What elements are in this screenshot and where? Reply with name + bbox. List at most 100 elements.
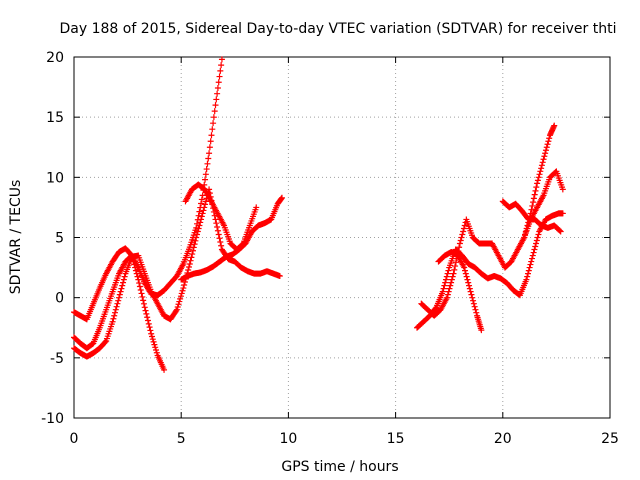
data-point [199,210,206,217]
data-point [191,241,198,248]
data-point [197,219,204,226]
data-point [524,222,531,229]
y-tick-label: 20 [46,50,64,66]
series-track-8 [435,248,485,334]
data-point [559,186,566,193]
data-point [140,297,147,304]
data-point [466,285,473,292]
data-point [456,240,463,247]
data-point [198,216,205,223]
x-axis-label: GPS time / hours [281,459,398,475]
data-point [138,290,145,297]
data-point [217,239,224,246]
data-point [442,279,449,286]
data-point [557,228,564,235]
data-point [174,303,181,310]
data-point [456,244,463,251]
data-point [109,318,116,325]
y-tick-label: -5 [50,351,64,367]
data-point [521,234,528,241]
data-point [143,310,150,317]
data-point [121,273,128,280]
data-point [451,266,458,273]
data-point [459,231,466,238]
data-point [530,195,537,202]
axis-ticks: 0 5 10 15 20 25 -10 -5 0 5 10 15 20 [41,50,619,447]
data-point [178,290,185,297]
data-point [532,187,539,194]
data-point [177,295,184,302]
data-point [218,62,225,69]
data-point [529,202,536,209]
data-point [189,247,196,254]
data-point [532,243,539,250]
data-point [153,347,160,354]
data-point [539,159,546,166]
data-point [118,285,125,292]
data-point [213,220,220,227]
data-point [464,276,471,283]
data-point [198,213,205,220]
data-point [202,201,209,208]
data-point [120,279,127,286]
data-point [201,204,208,211]
data-point [202,176,209,183]
data-point [559,210,566,217]
y-tick-label: 15 [46,110,64,126]
data-point [210,114,217,121]
data-point [119,282,126,289]
data-point [198,196,205,203]
data-point [215,231,222,238]
data-point [112,306,119,313]
data-point [536,171,543,178]
data-point [452,263,459,270]
data-point [179,287,186,294]
data-point [468,291,475,298]
data-point [208,132,215,139]
data-point [448,276,455,283]
data-point [542,150,549,157]
data-point [543,144,550,151]
data-point [528,206,535,213]
data-point [196,208,203,215]
data-point [139,293,146,300]
data-point [239,241,246,248]
series-track-9 [499,198,564,235]
series-track-10 [521,122,558,241]
data-point [206,150,213,157]
data-point [198,200,205,207]
data-point [444,294,451,301]
data-point [173,306,180,313]
data-point [458,234,465,241]
data-point [542,147,549,154]
data-point [446,285,453,292]
data-point [140,300,147,307]
data-point [535,231,542,238]
data-point [432,305,439,312]
data-point [472,306,479,313]
data-point [526,264,533,271]
data-point [173,307,180,314]
x-tick-label: 15 [387,431,405,447]
data-point [450,270,457,277]
data-point [556,227,563,234]
data-point [177,293,184,300]
data-point [443,273,450,280]
gridlines [74,57,610,418]
data-point [185,263,192,270]
data-point [531,246,538,253]
data-point [141,304,148,311]
data-point [116,291,123,298]
data-point [190,244,197,251]
data-point [148,330,155,337]
data-point [115,297,122,304]
series-track-2 [71,56,225,352]
data-point [449,273,456,280]
data-point [470,297,477,304]
y-tick-label: 0 [55,291,64,307]
data-point [253,204,260,211]
data-point [530,249,537,256]
data-point [145,320,152,327]
data-point [544,141,551,148]
